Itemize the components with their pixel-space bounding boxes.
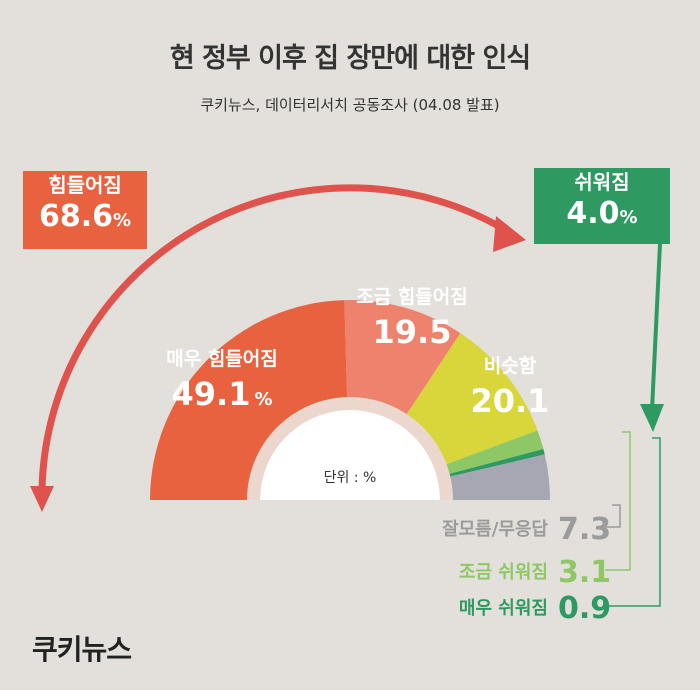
easier-arrowhead (640, 404, 664, 432)
harder-arc (38, 184, 504, 491)
logo: 쿠키뉴스 (32, 633, 132, 666)
slice-unknown (437, 454, 550, 500)
slice-value-slightly-easier: 3.1 (558, 555, 611, 590)
harder-callout: 힘들어짐 68.6% (23, 171, 147, 249)
easier-pointer (650, 243, 662, 411)
harder-callout-value: 68.6 (38, 199, 113, 234)
slice-much-harder (150, 300, 348, 500)
slice-label-same: 비슷함 (484, 355, 537, 377)
leader-much-easier (605, 437, 661, 607)
harder-arrowhead-down (30, 486, 54, 512)
slice-slightly-harder (344, 300, 461, 425)
slice-value-same: 20.1 (471, 382, 550, 420)
harder-callout-label: 힘들어짐 (48, 173, 122, 197)
slice-much-easier (437, 449, 545, 480)
page-subtitle: 쿠키뉴스, 데이터리서치 공동조사 (04.08 발표) (200, 96, 500, 114)
page-title: 현 정부 이후 집 장만에 대한 인식 (169, 43, 531, 74)
slice-label-slightly-easier: 조금 쉬워짐 (459, 561, 548, 583)
slice-same (399, 333, 538, 469)
easier-callout: 쉬워짐 4.0% (534, 168, 670, 244)
slice-label-slightly-harder: 조금 힘들어짐 (356, 286, 468, 308)
slice-label-much-easier: 매우 쉬워짐 (459, 597, 548, 619)
slice-label-unknown: 잘모름/무응답 (442, 519, 548, 540)
unit-note: 단위 : % (324, 470, 377, 486)
inner-ring (247, 397, 453, 500)
leader-slightly-easier (605, 431, 631, 571)
center-disk (260, 410, 440, 500)
slice-value-slightly-harder: 19.5 (373, 313, 452, 351)
harder-callout-unit: % (112, 210, 132, 231)
easier-callout-unit: % (619, 207, 638, 228)
leader-unknown (605, 504, 621, 528)
slice-label-much-harder: 매우 힘들어짐 (166, 348, 278, 370)
harder-arrowhead-right (493, 216, 526, 252)
easier-callout-label: 쉬워짐 (574, 170, 630, 194)
slice-slightly-easier (434, 430, 544, 478)
easier-callout-value: 4.0 (566, 196, 620, 231)
slice-value-much-easier: 0.9 (558, 591, 611, 626)
slice-value-unknown: 7.3 (558, 512, 611, 547)
